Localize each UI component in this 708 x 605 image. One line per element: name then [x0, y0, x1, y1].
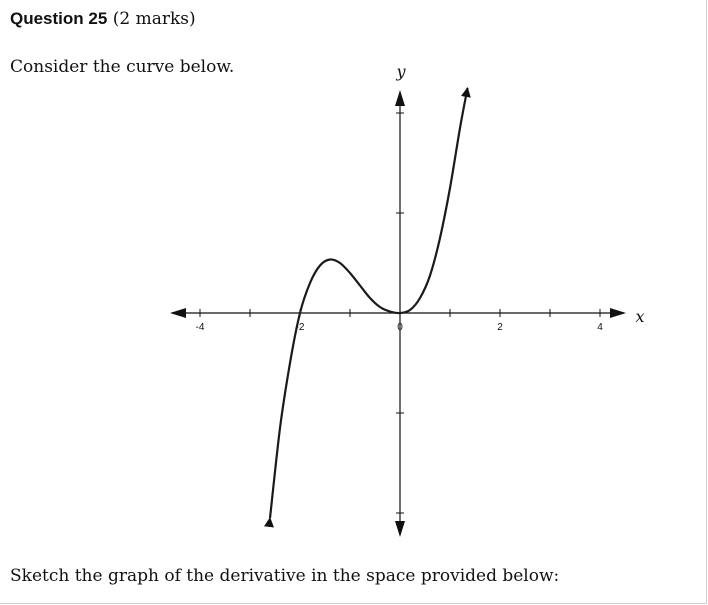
curve-series-line — [264, 87, 471, 528]
x-axis-left-arrow — [170, 308, 186, 318]
x-tick-label: -4 — [196, 322, 205, 333]
y-axis-label: y — [395, 62, 406, 81]
question-marks: (2 marks) — [112, 9, 196, 29]
y-axis-up-arrow — [395, 90, 405, 106]
x-axis-right-arrow — [610, 308, 626, 318]
x-tick-label: 4 — [597, 322, 603, 333]
x-tick-label: 0 — [397, 322, 403, 333]
x-tick-labels: -4 -2 0 2 4 — [196, 322, 604, 333]
instruction-text: Sketch the graph of the derivative in th… — [10, 566, 560, 586]
y-axis-down-arrow — [395, 521, 405, 537]
intro-text: Consider the curve below. — [10, 57, 235, 77]
curve-graph: -4 -2 0 2 4 y x — [170, 62, 645, 537]
x-axis-label: x — [635, 307, 644, 326]
question-heading: Question 25 (2 marks) — [10, 8, 196, 30]
question-title: Question 25 — [10, 9, 108, 28]
x-tick-label: 2 — [497, 322, 503, 333]
